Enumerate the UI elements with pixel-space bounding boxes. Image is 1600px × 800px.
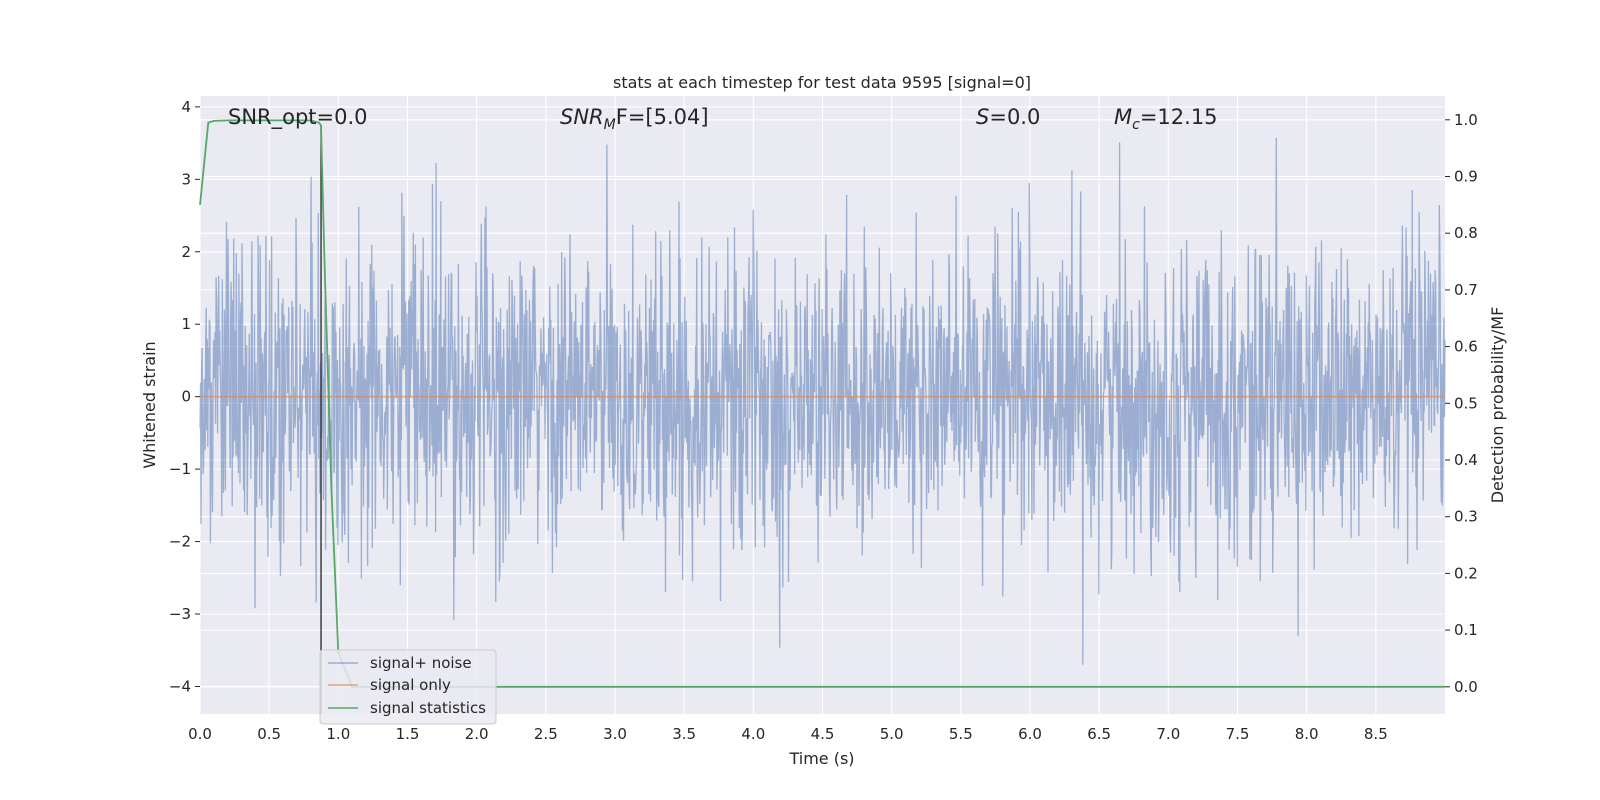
y-tick-label: 1: [181, 315, 191, 333]
y-tick-label: 2: [181, 243, 191, 261]
x-tick-label: 4.5: [811, 725, 835, 743]
x-axis: 0.0 0.5 1.0 1.5 2.0 2.5 3.0 3.5 4.0 4.5 5.0 5.5 6.0 6…: [188, 725, 1388, 743]
y-tick-label: 4: [181, 98, 191, 116]
x-tick-label: 0.0: [188, 725, 212, 743]
y2-tick-label: 0.3: [1454, 508, 1478, 526]
x-tick-label: 8.5: [1364, 725, 1388, 743]
annotation-snr-mf-suffix: F=[5.04]: [616, 105, 709, 129]
y2-axis-label: Detection probability/MF: [1488, 307, 1507, 504]
annotations: SNR_opt=0.0 SNRMF=[5.04] S=0.0 Mc=12.15: [228, 105, 1218, 133]
y2-tick-label: 0.9: [1454, 168, 1478, 186]
series-lines: [199, 119, 1445, 714]
annotation-snr-mf: SNRMF=[5.04]: [560, 105, 709, 133]
legend-label-signal-statistics: signal statistics: [370, 699, 486, 717]
legend-label-signal-only: signal only: [370, 676, 451, 694]
y2-tick-label: 0.6: [1454, 338, 1478, 356]
annotation-mc-sub: c: [1132, 117, 1140, 133]
y2-tick-label: 0.8: [1454, 224, 1478, 242]
y-tick-label: −4: [169, 677, 191, 695]
noise-line: [199, 137, 1446, 665]
y-axis-right: 1.0 0.9 0.8 0.7 0.6 0.5 0.4 0.3 0.2 0.1 0.0: [1445, 111, 1478, 696]
x-tick-label: 7.5: [1226, 725, 1250, 743]
x-tick-label: 3.5: [672, 725, 696, 743]
y2-tick-label: 0.7: [1454, 281, 1478, 299]
legend-box: [319, 649, 497, 725]
y2-tick-label: 0.1: [1454, 621, 1478, 639]
y-axis-label: Whitened strain: [140, 341, 159, 468]
annotation-mc-name: M: [1114, 105, 1132, 129]
x-tick-label: 5.0: [880, 725, 904, 743]
legend: signal+ noise signal only signal statist…: [319, 649, 497, 725]
legend-label-signal-noise: signal+ noise: [370, 654, 472, 672]
x-tick-label: 2.5: [534, 725, 558, 743]
y-tick-label: −2: [169, 533, 191, 551]
y2-tick-label: 0.0: [1454, 678, 1478, 696]
series-signal-noise: [199, 137, 1446, 665]
x-tick-label: 8.0: [1295, 725, 1319, 743]
y2-tick-label: 0.4: [1454, 451, 1478, 469]
y-axis-left: 4 3 2 1 0 −1 −2 −3 −4: [169, 98, 200, 695]
x-tick-label: 1.0: [326, 725, 350, 743]
signal-statistics-line: [199, 119, 1445, 688]
x-tick-label: 4.0: [741, 725, 765, 743]
y-tick-label: 3: [181, 170, 191, 188]
x-tick-label: 6.5: [1087, 725, 1111, 743]
y2-tick-label: 0.5: [1454, 394, 1478, 412]
y2-tick-label: 1.0: [1454, 111, 1478, 129]
annotation-mc-value: =12.15: [1140, 105, 1218, 129]
y-tick-label: −1: [169, 460, 191, 478]
x-tick-label: 3.0: [603, 725, 627, 743]
x-tick-label: 0.5: [257, 725, 281, 743]
x-tick-label: 7.0: [1156, 725, 1180, 743]
x-tick-label: 1.5: [396, 725, 420, 743]
y-tick-label: −3: [169, 605, 191, 623]
annotation-snr-mf-sub: M: [604, 117, 616, 133]
annotation-snr-opt: SNR_opt=0.0: [228, 105, 368, 130]
y2-tick-label: 0.2: [1454, 564, 1478, 582]
annotation-s-name: S: [976, 105, 989, 129]
x-tick-label: 2.0: [465, 725, 489, 743]
annotation-snr-mf-prefix: SNR: [560, 105, 604, 129]
x-tick-label: 5.5: [949, 725, 973, 743]
x-axis-label: Time (s): [788, 749, 854, 768]
annotation-s: S=0.0: [976, 105, 1040, 129]
y-tick-label: 0: [181, 388, 191, 406]
chart-title: stats at each timestep for test data 959…: [613, 73, 1031, 92]
annotation-s-value: =0.0: [989, 105, 1040, 129]
x-tick-label: 6.0: [1018, 725, 1042, 743]
annotation-mc: Mc=12.15: [1114, 105, 1218, 133]
